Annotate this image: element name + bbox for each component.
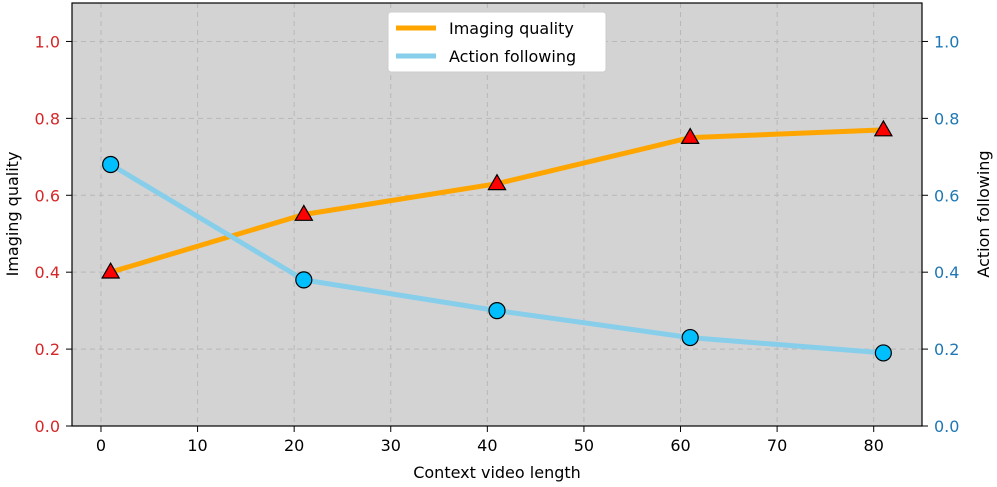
x-tick-label: 10: [187, 436, 207, 455]
marker-triangle-imaging-quality: [294, 204, 314, 221]
legend-box: [387, 11, 607, 73]
left-y-axis-title: Imaging quality: [3, 152, 22, 277]
series-markers: [101, 119, 893, 362]
x-tick-label: 0: [96, 436, 106, 455]
right-y-tick-label: 0.4: [934, 263, 959, 282]
marker-circle-action-following: [295, 271, 313, 289]
right-y-tick-label: 0.6: [934, 186, 959, 205]
x-axis-title: Context video length: [413, 463, 581, 482]
left-y-tick-label: 1.0: [35, 32, 60, 51]
plot-background: [72, 3, 922, 426]
left-y-tick-label: 0.0: [35, 417, 60, 436]
marker-circle-action-following: [874, 344, 892, 362]
right-y-tick-label: 1.0: [934, 32, 959, 51]
axes: 0 10 20 30 40 50 60 70 80 0.0 0.0 0.2 0.2 0.4 0.4 0.6 0.…: [35, 32, 960, 455]
x-tick-label: 60: [670, 436, 690, 455]
legend-label-imaging-quality: Imaging quality: [449, 19, 574, 38]
plot-frame: [71, 2, 923, 427]
legend-label-action-following: Action following: [449, 47, 576, 66]
marker-triangle-imaging-quality: [101, 262, 121, 279]
x-tick-label: 30: [381, 436, 401, 455]
right-y-tick-label: 0.0: [934, 417, 959, 436]
marker-circle-action-following: [488, 302, 506, 320]
x-tick-label: 20: [284, 436, 304, 455]
marker-circle-action-following: [681, 328, 699, 347]
marker-triangle-imaging-quality: [873, 119, 893, 137]
right-y-tick-label: 0.2: [934, 340, 959, 359]
x-tick-label: 40: [477, 436, 497, 455]
legend: Imaging quality Action following: [387, 11, 607, 73]
marker-triangle-imaging-quality: [487, 173, 507, 191]
marker-triangle-imaging-quality: [680, 127, 700, 144]
marker-circle-action-following: [102, 155, 120, 174]
left-y-tick-label: 0.4: [35, 263, 60, 282]
right-y-tick-label: 0.8: [934, 109, 959, 128]
left-y-tick-label: 0.6: [35, 186, 60, 205]
left-y-tick-label: 0.8: [35, 109, 60, 128]
x-tick-label: 80: [864, 436, 884, 455]
x-tick-label: 70: [767, 436, 787, 455]
right-y-axis-title: Action following: [974, 150, 993, 277]
x-tick-label: 50: [574, 436, 594, 455]
left-y-tick-label: 0.2: [35, 340, 60, 359]
